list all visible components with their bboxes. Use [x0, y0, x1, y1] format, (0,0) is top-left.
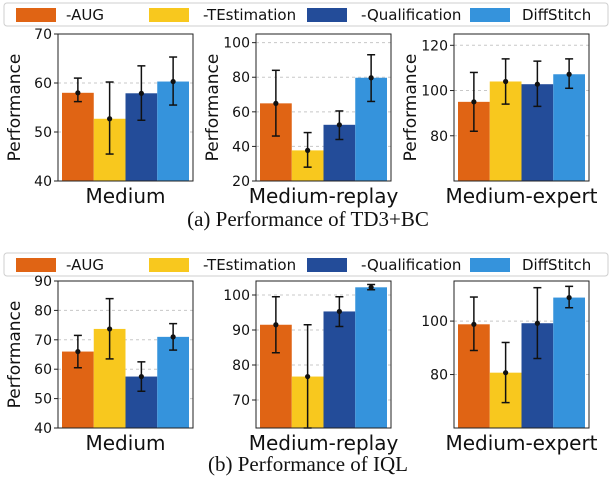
mean-marker: [138, 90, 144, 96]
x-axis-label: Medium-expert: [445, 184, 597, 208]
axes-frame: [255, 280, 392, 429]
mean-marker: [273, 322, 279, 328]
legend-label: -Qualification: [361, 256, 461, 274]
legend-swatch: [149, 8, 189, 22]
y-tick-label: 100: [223, 36, 250, 52]
legend-label: DiffStitch: [522, 256, 591, 274]
mean-marker: [471, 321, 477, 327]
legend-swatch: [470, 258, 510, 272]
y-tick-label: 70: [232, 393, 250, 409]
x-axis-label: Medium: [86, 184, 166, 208]
legend-label: -TEstimation: [203, 256, 296, 274]
chart-panel: 80 100 120 Medium-expert Performance: [401, 33, 598, 208]
y-tick-label: 60: [34, 76, 52, 92]
mean-marker: [471, 99, 477, 105]
y-tick-label: 40: [34, 174, 52, 190]
y-tick-label: 40: [34, 421, 52, 437]
axes-frame: [453, 33, 590, 182]
x-axis-label: Medium-expert: [445, 431, 597, 455]
legend-label: -AUG: [66, 6, 104, 24]
bar: [553, 297, 585, 428]
mean-marker: [336, 308, 342, 315]
mean-marker: [534, 320, 540, 326]
mean-marker: [107, 116, 113, 122]
mean-marker: [534, 81, 540, 87]
y-tick-label: 70: [34, 27, 52, 43]
x-axis-label: Medium-replay: [249, 431, 399, 455]
y-tick-label: 90: [232, 323, 250, 339]
bar: [553, 74, 585, 181]
y-tick-label: 80: [232, 358, 250, 374]
x-axis-label: Medium: [86, 431, 166, 455]
mean-marker: [170, 334, 176, 340]
y-tick-label: 50: [34, 125, 52, 141]
y-tick-label: 80: [232, 70, 250, 86]
y-tick-label: 60: [34, 362, 52, 378]
legend-bottom: -AUG -TEstimation -Qualification DiffStitch: [3, 252, 609, 277]
y-tick-label: 80: [430, 368, 448, 384]
charts: 40 50 60 70 Medium Performance 20 40 60 80 100 Medi…: [5, 27, 598, 455]
mean-marker: [107, 326, 113, 332]
y-axis-label: Performance: [203, 54, 223, 162]
bar: [62, 92, 94, 181]
legend-swatch: [149, 258, 189, 272]
mean-marker: [368, 75, 374, 81]
bar: [157, 336, 189, 428]
legend-label: -Qualification: [361, 6, 461, 24]
mean-marker: [273, 100, 279, 106]
axes-frame: [255, 33, 392, 182]
mean-marker: [75, 90, 81, 96]
mean-marker: [305, 373, 311, 380]
y-tick-label: 40: [232, 139, 250, 155]
y-tick-label: 60: [232, 105, 250, 121]
caption-b: (b) Performance of IQL: [208, 452, 408, 476]
y-tick-label: 100: [223, 288, 250, 304]
y-axis-label: Performance: [5, 54, 25, 162]
y-tick-label: 80: [430, 129, 448, 145]
mean-marker: [503, 78, 509, 85]
y-tick-label: 100: [421, 84, 448, 100]
chart-panel: 40 50 60 70 Medium Performance: [5, 27, 194, 208]
mean-marker: [566, 71, 572, 77]
mean-marker: [170, 78, 176, 85]
legend-swatch: [16, 8, 56, 22]
y-tick-label: 80: [34, 303, 52, 319]
y-tick-label: 50: [34, 392, 52, 408]
axes-frame: [57, 280, 194, 429]
y-tick-label: 20: [232, 174, 250, 190]
legend-swatch: [470, 8, 510, 22]
y-axis-label: Performance: [5, 301, 25, 409]
mean-marker: [368, 284, 374, 290]
legend-swatch: [16, 258, 56, 272]
y-axis-label: Performance: [401, 54, 421, 162]
chart-panel: 20 40 60 80 100 Medium-replay Performance: [203, 33, 399, 208]
mean-marker: [566, 294, 572, 301]
bar: [355, 287, 387, 428]
mean-marker: [336, 122, 342, 128]
bar: [323, 311, 356, 428]
axes-frame: [57, 33, 194, 182]
chart-panel: 70 80 90 100 Medium-replay: [223, 280, 399, 455]
mean-marker: [138, 373, 144, 380]
y-tick-label: 90: [34, 274, 52, 290]
chart-panel: 80 100 Medium-expert: [421, 280, 598, 455]
legend-label: -TEstimation: [203, 6, 296, 24]
legend-label: DiffStitch: [522, 6, 591, 24]
y-tick-label: 120: [421, 38, 448, 54]
mean-marker: [503, 370, 509, 376]
y-tick-label: 70: [34, 333, 52, 349]
mean-marker: [75, 348, 81, 355]
x-axis-label: Medium-replay: [249, 184, 399, 208]
legend-swatch: [307, 8, 347, 22]
axes-frame: [453, 280, 590, 429]
chart-panel: 40 50 60 70 80 90 Medium Performance: [5, 274, 194, 455]
y-tick-label: 100: [421, 314, 448, 330]
legend-label: -AUG: [66, 256, 104, 274]
legend-swatch: [307, 258, 347, 272]
legend-top: -AUG -TEstimation -Qualification DiffStitch: [3, 2, 609, 27]
mean-marker: [305, 147, 311, 153]
caption-a: (a) Performance of TD3+BC: [187, 207, 429, 231]
